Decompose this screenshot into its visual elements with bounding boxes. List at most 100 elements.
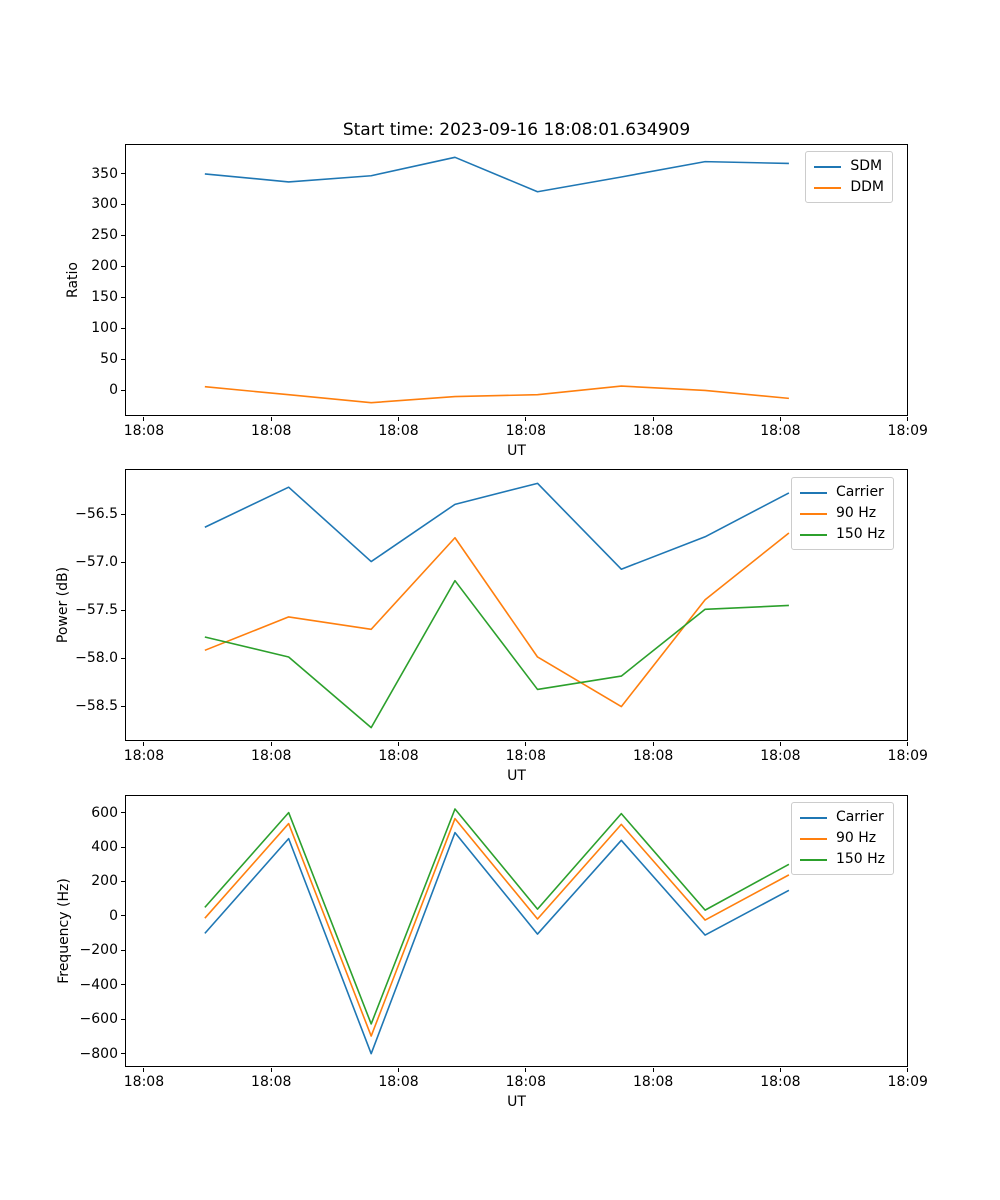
series-line-90-hz (204, 817, 790, 1037)
y-tick-label: −800 (79, 1045, 118, 1062)
y-tick-label: 150 (91, 289, 118, 306)
x-tick-label: 18:08 (378, 1074, 419, 1090)
y-tick-label: −56.5 (75, 506, 118, 523)
y-tick-mark (121, 296, 125, 298)
legend-line-sample (799, 816, 827, 819)
legend: SDM DDM (805, 151, 893, 203)
y-tick-mark (121, 812, 125, 814)
y-tick-mark (121, 513, 125, 515)
legend-item: 90 Hz (799, 828, 885, 849)
legend-label: 90 Hz (835, 830, 877, 846)
x-tick-mark (398, 742, 400, 746)
plot-area-frequency (204, 808, 790, 1055)
y-axis-label: Ratio (65, 262, 81, 298)
y-tick-mark (121, 949, 125, 951)
x-tick-mark (779, 742, 781, 746)
y-tick-label: 600 (91, 804, 118, 821)
x-tick-mark (143, 417, 145, 421)
series-line-carrier (204, 482, 790, 571)
y-tick-mark (121, 915, 125, 917)
series-line-150-hz (204, 579, 789, 729)
x-tick-mark (907, 1068, 909, 1072)
x-tick-label: 18:09 (887, 1074, 928, 1090)
x-tick-label: 18:08 (505, 423, 546, 439)
y-tick-label: 300 (91, 196, 118, 213)
legend-item: 150 Hz (799, 524, 885, 545)
y-tick-mark (121, 173, 125, 174)
x-tick-label: 18:08 (760, 1074, 801, 1090)
x-tick-label: 18:09 (887, 423, 928, 439)
legend-line-sample (799, 512, 827, 515)
x-tick-label: 18:08 (123, 1074, 165, 1090)
x-tick-mark (907, 417, 909, 421)
x-tick-label: 18:08 (251, 748, 292, 764)
x-tick-label: 18:08 (760, 423, 801, 439)
x-tick-mark (270, 742, 272, 746)
x-tick-label: 18:08 (505, 748, 546, 764)
y-tick-mark (121, 203, 125, 205)
legend-line-sample (799, 491, 827, 494)
y-tick-label: 100 (91, 320, 118, 337)
legend: Carrier 90 Hz 150 Hz (790, 802, 894, 875)
x-tick-mark (143, 1068, 145, 1072)
y-tick-label: 200 (91, 258, 118, 275)
series-line-150-hz (204, 808, 790, 1025)
series-line-ddm (204, 385, 789, 404)
x-tick-label: 18:08 (123, 748, 165, 764)
y-tick-mark (121, 846, 125, 848)
series-line-carrier (204, 831, 790, 1055)
x-tick-mark (652, 742, 654, 746)
x-tick-mark (398, 417, 400, 421)
y-tick-label: −58.0 (75, 650, 118, 667)
x-tick-mark (779, 1068, 781, 1072)
x-tick-label: 18:08 (251, 1074, 292, 1090)
y-tick-label: −400 (79, 976, 118, 993)
y-axis-label: Power (dB) (55, 566, 71, 644)
y-tick-mark (121, 389, 125, 391)
y-tick-mark (121, 880, 125, 882)
x-tick-label: 18:08 (760, 748, 801, 764)
y-tick-mark (121, 327, 125, 329)
legend-label: SDM (850, 158, 883, 174)
x-tick-mark (525, 742, 527, 746)
figure-title: Start time: 2023-09-16 18:08:01.634909 (342, 120, 691, 140)
legend-item: Carrier (799, 807, 885, 828)
y-tick-label: 200 (91, 873, 118, 890)
y-tick-mark (121, 984, 125, 986)
y-tick-mark (121, 1053, 125, 1055)
x-tick-mark (652, 1068, 654, 1072)
legend-item: 150 Hz (799, 849, 885, 870)
series-line-sdm (204, 156, 789, 193)
x-tick-label: 18:08 (378, 423, 419, 439)
legend-line-sample (799, 533, 827, 536)
legend-label: Carrier (835, 809, 884, 825)
y-tick-mark (121, 358, 125, 360)
y-tick-mark (121, 234, 125, 236)
y-tick-label: −58.5 (75, 698, 118, 715)
y-tick-label: −57.0 (75, 554, 118, 571)
subplot-frequency: 18:08 18:08 18:08 18:08 18:08 18:08 18:09 600 40… (56, 795, 928, 1110)
plot-area-power (204, 482, 790, 729)
x-tick-mark (779, 417, 781, 421)
y-tick-mark (121, 609, 125, 611)
y-tick-mark (121, 265, 125, 267)
legend-label: 90 Hz (835, 505, 877, 521)
x-tick-label: 18:08 (378, 748, 419, 764)
x-tick-label: 18:08 (632, 1074, 674, 1090)
y-tick-mark (121, 657, 125, 659)
y-tick-label: 250 (91, 227, 118, 244)
x-axis-label: UT (507, 768, 526, 784)
y-tick-label: 0 (109, 907, 118, 924)
legend-label: Carrier (835, 484, 884, 500)
legend-label: 150 Hz (835, 526, 885, 542)
y-tick-label: 400 (91, 839, 118, 856)
y-tick-mark (121, 561, 125, 563)
legend: Carrier 90 Hz 150 Hz (790, 477, 894, 550)
x-tick-mark (652, 417, 654, 421)
x-tick-mark (398, 1068, 400, 1072)
y-axis-label: Frequency (Hz) (56, 878, 72, 984)
legend-item: Carrier (799, 482, 885, 503)
y-tick-label: 350 (91, 165, 118, 182)
y-tick-mark (121, 705, 125, 707)
